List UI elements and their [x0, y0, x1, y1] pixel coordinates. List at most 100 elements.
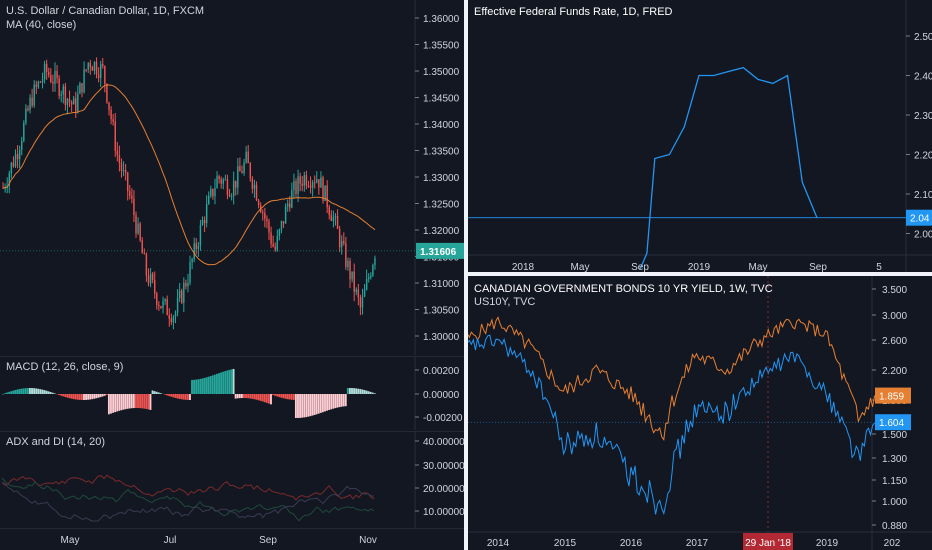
bond-time-tick-label: 202 — [884, 538, 901, 549]
macd-histogram-bar — [297, 394, 299, 418]
macd-histogram-bar — [201, 378, 204, 394]
macd-histogram-bar — [91, 394, 94, 400]
fed-tick-label: 2.40 — [914, 72, 932, 83]
macd-chart[interactable]: 0.00200 0.00000 -0.00200 — [0, 356, 464, 430]
macd-histogram-bar — [299, 394, 301, 418]
adx-pane[interactable]: 40.00000 30.00000 20.00000 10.00000 ADX and… — [0, 431, 464, 528]
price-candle-body — [87, 62, 89, 70]
macd-histogram-bar — [103, 394, 106, 396]
price-candle-body — [212, 188, 214, 197]
macd-histogram-bar — [342, 394, 345, 407]
macd-histogram-bar — [334, 394, 337, 409]
price-candle-body — [126, 172, 129, 192]
price-candle-body — [77, 93, 79, 112]
macd-histogram-bar — [53, 393, 56, 394]
adx-tick-label: 10.00000 — [423, 507, 464, 518]
price-candle-body — [131, 195, 133, 199]
macd-histogram-bar — [197, 379, 200, 394]
price-candle-body — [253, 184, 256, 189]
price-candle-body — [106, 83, 108, 103]
adx-chart[interactable]: 40.00000 30.00000 20.00000 10.00000 — [0, 431, 464, 528]
price-candle-body — [108, 102, 110, 110]
macd-histogram-bar — [14, 389, 17, 394]
price-candle-body — [29, 97, 31, 111]
fed-funds-pane[interactable]: 2.50 2.40 2.30 2.20 2.10 2.00 2.04 2018 May Sep 20… — [468, 0, 932, 272]
macd-histogram-bar — [137, 394, 139, 409]
price-candle-body — [124, 169, 127, 173]
macd-histogram-bar — [255, 394, 258, 400]
fed-time-tick-label: 2019 — [688, 262, 711, 272]
fed-funds-title: Effective Federal Funds Rate, 1D, FRED — [474, 6, 673, 18]
macd-histogram-bar — [189, 394, 191, 400]
macd-pane[interactable]: 0.00200 0.00000 -0.00200 MACD (12, 26, clo… — [0, 356, 464, 430]
price-candle-body — [353, 271, 355, 292]
macd-histogram-bar — [116, 394, 119, 412]
price-candle-body — [93, 61, 96, 71]
price-candle-body — [70, 101, 73, 105]
macd-histogram-bar — [159, 393, 162, 394]
price-candle-body — [83, 69, 85, 93]
bond-yield-pane[interactable]: 3.5003.0002.6002.2001.8001.5001.3001.150… — [468, 276, 932, 550]
price-candle-body — [218, 176, 220, 179]
macd-histogram-bar — [209, 376, 212, 394]
macd-histogram-bar — [97, 394, 100, 398]
price-candle-body — [187, 282, 189, 287]
macd-histogram-bar — [8, 391, 11, 394]
price-candle-body — [280, 221, 283, 230]
macd-histogram-bar — [10, 391, 13, 394]
macd-histogram-bar — [155, 391, 158, 394]
price-candle-body — [201, 220, 204, 225]
price-tick-label: 1.32500 — [423, 200, 460, 211]
price-candle-body — [345, 243, 347, 268]
price-candle-body — [158, 305, 160, 307]
macd-histogram-bar — [39, 389, 42, 394]
fed-funds-chart[interactable]: 2.50 2.40 2.30 2.20 2.10 2.00 2.04 2018 May Sep 20… — [468, 0, 932, 272]
price-candle-body — [54, 71, 56, 84]
time-tick-label: Sep — [259, 535, 277, 546]
macd-histogram-bar — [114, 394, 117, 413]
macd-histogram-bar — [324, 394, 326, 412]
adx-line — [1, 474, 375, 501]
pane-separator-horizontal[interactable] — [464, 272, 932, 276]
usdcad-chart[interactable]: 1.36000 1.35500 1.35000 1.34500 1.34000 1.335… — [0, 0, 464, 355]
macd-histogram-bar — [319, 394, 322, 413]
fed-tick-label: 2.50 — [914, 32, 932, 43]
macd-histogram-bar — [294, 394, 297, 418]
bond-last-us-badge — [875, 387, 911, 404]
price-candle-body — [297, 176, 299, 194]
macd-histogram-bar — [78, 394, 81, 400]
macd-histogram-bar — [157, 392, 160, 394]
macd-histogram-bar — [203, 377, 206, 394]
macd-label: MACD (12, 26, close, 9) — [6, 361, 124, 373]
macd-histogram-bar — [263, 394, 266, 403]
price-candle-body — [122, 169, 125, 171]
price-candle-body — [149, 273, 152, 284]
price-candle-body — [278, 229, 281, 237]
usdcad-time-axis[interactable]: May Jul Sep Nov — [0, 528, 464, 550]
price-candle-body — [286, 203, 289, 207]
macd-histogram-bar — [230, 369, 233, 394]
price-candle-body — [120, 163, 123, 171]
usdcad-price-pane[interactable]: 1.36000 1.35500 1.35000 1.34500 1.34000 1.335… — [0, 0, 464, 355]
macd-histogram-bar — [359, 389, 362, 394]
macd-histogram-bar — [118, 394, 121, 411]
price-candle-body — [45, 63, 48, 72]
macd-histogram-bar — [222, 371, 225, 394]
adx-label: ADX and DI (14, 20) — [6, 436, 106, 448]
bond-title: CANADIAN GOVERNMENT BONDS 10 YR YIELD, 1… — [474, 283, 773, 295]
macd-histogram-bar — [83, 394, 85, 400]
macd-histogram-bar — [85, 394, 87, 400]
price-candle-body — [272, 243, 274, 247]
price-candle-body — [89, 62, 92, 68]
price-candle-body — [322, 177, 324, 201]
macd-histogram-bar — [60, 394, 63, 396]
macd-histogram-bar — [348, 388, 351, 394]
price-candle-body — [372, 265, 374, 276]
price-candle-body — [205, 204, 208, 224]
macd-tick-label: 0.00000 — [423, 390, 460, 401]
macd-histogram-bar — [89, 394, 92, 400]
bond-yield-chart[interactable]: 3.5003.0002.6002.2001.8001.5001.3001.150… — [468, 276, 932, 550]
macd-histogram-bar — [228, 369, 231, 394]
price-candle-body — [56, 71, 58, 79]
price-candle-body — [257, 200, 260, 206]
